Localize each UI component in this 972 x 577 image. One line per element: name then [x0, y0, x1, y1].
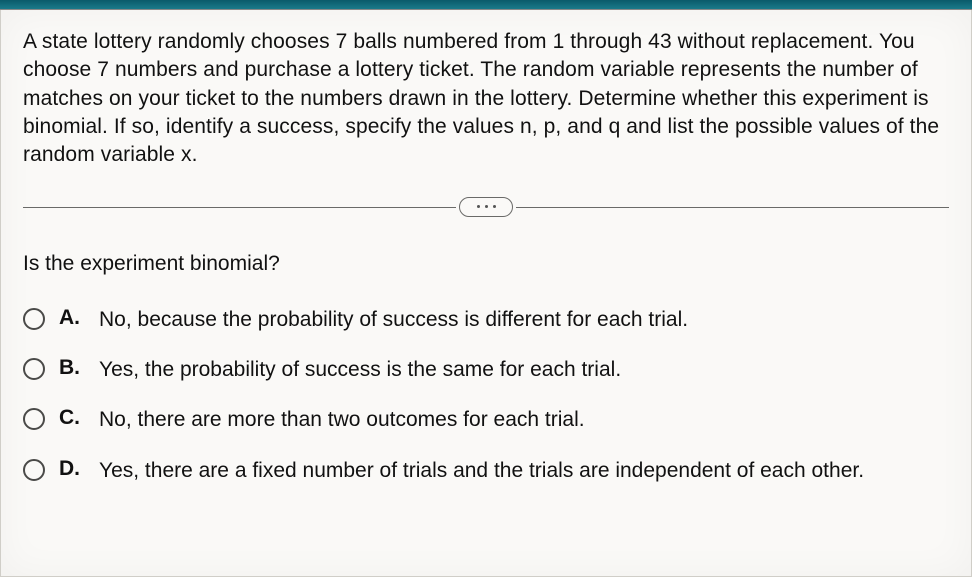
option-letter: B.: [59, 356, 85, 380]
radio-icon[interactable]: [23, 459, 45, 481]
option-letter: A.: [59, 306, 85, 330]
options-group: A. No, because the probability of succes…: [23, 306, 949, 485]
option-letter: C.: [59, 406, 85, 430]
section-divider: [23, 196, 949, 218]
option-a[interactable]: A. No, because the probability of succes…: [23, 306, 949, 334]
question-prompt: A state lottery randomly chooses 7 balls…: [23, 28, 949, 170]
radio-icon[interactable]: [23, 408, 45, 430]
ellipsis-icon: [477, 205, 480, 208]
divider-line: [23, 207, 456, 208]
sub-question: Is the experiment binomial?: [23, 252, 949, 276]
radio-icon[interactable]: [23, 358, 45, 380]
radio-icon[interactable]: [23, 308, 45, 330]
expand-button[interactable]: [459, 197, 513, 217]
option-text: Yes, the probability of success is the s…: [99, 356, 621, 384]
option-c[interactable]: C. No, there are more than two outcomes …: [23, 406, 949, 434]
ellipsis-icon: [485, 205, 488, 208]
option-b[interactable]: B. Yes, the probability of success is th…: [23, 356, 949, 384]
option-text: No, there are more than two outcomes for…: [99, 406, 585, 434]
option-letter: D.: [59, 457, 85, 481]
window-top-bar: [0, 0, 972, 10]
divider-line: [516, 207, 949, 208]
option-text: Yes, there are a fixed number of trials …: [99, 457, 864, 485]
option-text: No, because the probability of success i…: [99, 306, 688, 334]
ellipsis-icon: [493, 205, 496, 208]
question-panel: A state lottery randomly chooses 7 balls…: [0, 10, 972, 577]
option-d[interactable]: D. Yes, there are a fixed number of tria…: [23, 457, 949, 485]
